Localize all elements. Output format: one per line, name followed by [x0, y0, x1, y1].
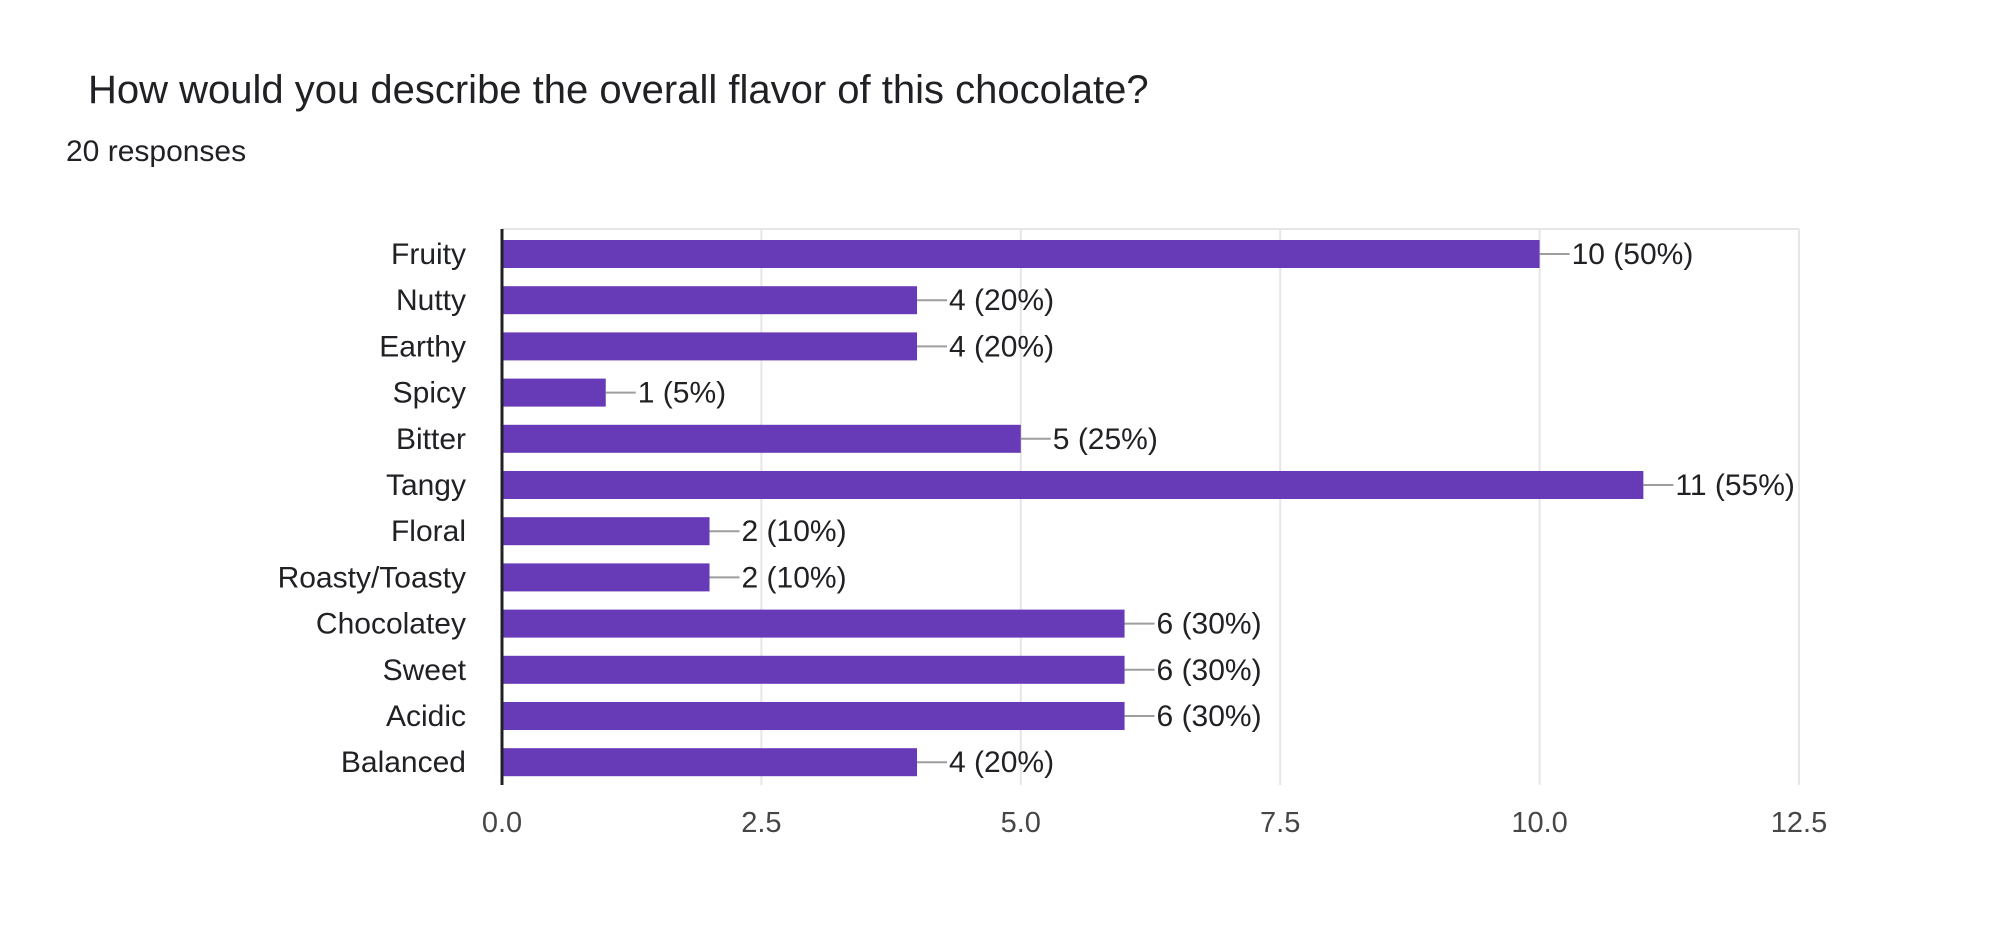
x-tick-label: 7.5 [1260, 807, 1300, 839]
data-label: 11 (55%) [1675, 469, 1795, 502]
bar [502, 609, 1125, 638]
category-label: Roasty/Toasty [278, 561, 466, 594]
bar [502, 286, 918, 315]
category-label: Nutty [396, 284, 466, 317]
data-label: 1 (5%) [638, 377, 726, 410]
response-count: 20 responses [66, 135, 247, 168]
data-label: 4 (20%) [949, 330, 1054, 363]
bar [502, 702, 1125, 730]
category-label: Acidic [386, 700, 466, 733]
data-label: 2 (10%) [742, 561, 847, 594]
x-tick-label: 12.5 [1771, 807, 1827, 839]
category-label: Balanced [341, 746, 466, 779]
category-label: Sweet [383, 654, 467, 687]
bar [502, 517, 710, 546]
x-tick-label: 2.5 [741, 807, 781, 839]
question-title: How would you describe the overall flavo… [88, 68, 1149, 112]
data-label: 6 (30%) [1157, 700, 1262, 733]
data-label: 4 (20%) [949, 746, 1054, 779]
bar [502, 471, 1644, 499]
bar [502, 424, 1021, 453]
category-label: Floral [391, 515, 466, 548]
category-label: Tangy [386, 469, 466, 502]
x-tick-label: 0.0 [482, 807, 522, 839]
bar [502, 378, 606, 407]
bar [502, 240, 1540, 268]
x-tick-label: 10.0 [1511, 807, 1567, 839]
bar [502, 748, 918, 777]
data-label: 10 (50%) [1572, 238, 1694, 271]
data-label: 6 (30%) [1157, 654, 1262, 687]
bar [502, 332, 918, 361]
data-label: 4 (20%) [949, 284, 1054, 317]
data-label: 2 (10%) [742, 515, 847, 548]
category-label: Chocolatey [316, 608, 466, 641]
bar [502, 655, 1125, 684]
data-label: 6 (30%) [1157, 608, 1262, 641]
category-label: Fruity [391, 238, 466, 271]
data-label: 5 (25%) [1053, 423, 1158, 456]
x-tick-label: 5.0 [1001, 807, 1041, 839]
category-label: Spicy [393, 377, 466, 410]
category-label: Earthy [379, 330, 466, 363]
category-label: Bitter [396, 423, 466, 456]
bar [502, 563, 710, 592]
